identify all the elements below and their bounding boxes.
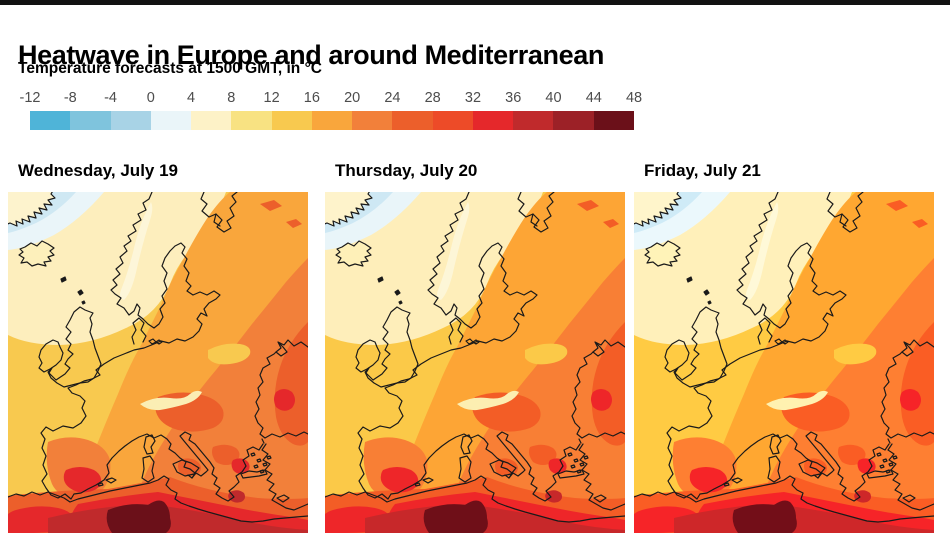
scale-cell--8	[70, 111, 111, 130]
scale-cell-44	[593, 111, 634, 130]
scale-tick-20: 20	[344, 90, 361, 106]
scale-cell-0	[150, 111, 192, 130]
scale-tick--4: -4	[104, 90, 117, 106]
forecast-map-friday	[634, 192, 934, 533]
scale-cell-28	[432, 111, 473, 130]
page-subtitle: Temperature forecasts at 1500 GMT, in °C	[18, 60, 322, 77]
forecast-map-thursday	[325, 192, 625, 533]
scale-tick-32: 32	[464, 90, 482, 106]
page-title: Heatwave in Europe and around Mediterran…	[18, 40, 604, 71]
scale-cell-4	[191, 111, 232, 130]
scale-cell-24	[392, 111, 433, 130]
scale-cell-32	[472, 111, 514, 130]
panel-label-thursday: Thursday, July 20	[335, 161, 478, 180]
scale-tick-24: 24	[384, 90, 401, 106]
scale-cell-36	[513, 111, 554, 130]
scale-tick-28: 28	[424, 90, 441, 106]
scale-cell-20	[352, 111, 393, 130]
forecast-map-wednesday	[8, 192, 308, 533]
scale-tick-40: 40	[545, 90, 562, 106]
scale-cell-8	[231, 111, 272, 130]
scale-tick-48: 48	[625, 90, 643, 106]
scale-cell--4	[110, 111, 151, 130]
scale-cell-16	[311, 111, 353, 130]
scale-tick-16: 16	[303, 90, 320, 106]
panel-label-wednesday: Wednesday, July 19	[18, 161, 178, 180]
scale-tick-0: 0	[146, 90, 155, 106]
scale-tick--12: -12	[19, 90, 41, 106]
scale-tick-36: 36	[505, 90, 522, 106]
scale-tick--8: -8	[63, 90, 77, 106]
color-scale-ticks: -12 -8 -4 0 4 8 12 16 20 24 28 32 36 40 44 48	[20, 90, 670, 108]
scale-cell--12	[30, 111, 71, 130]
scale-tick-12: 12	[263, 90, 280, 106]
color-scale-bar	[30, 111, 634, 130]
scale-cell-40	[553, 111, 594, 130]
top-accent-bar	[0, 0, 950, 5]
scale-tick-8: 8	[227, 90, 236, 106]
panel-label-friday: Friday, July 21	[644, 161, 761, 180]
scale-cell-12	[271, 111, 312, 130]
scale-tick-4: 4	[187, 90, 196, 106]
scale-tick-44: 44	[585, 90, 602, 106]
